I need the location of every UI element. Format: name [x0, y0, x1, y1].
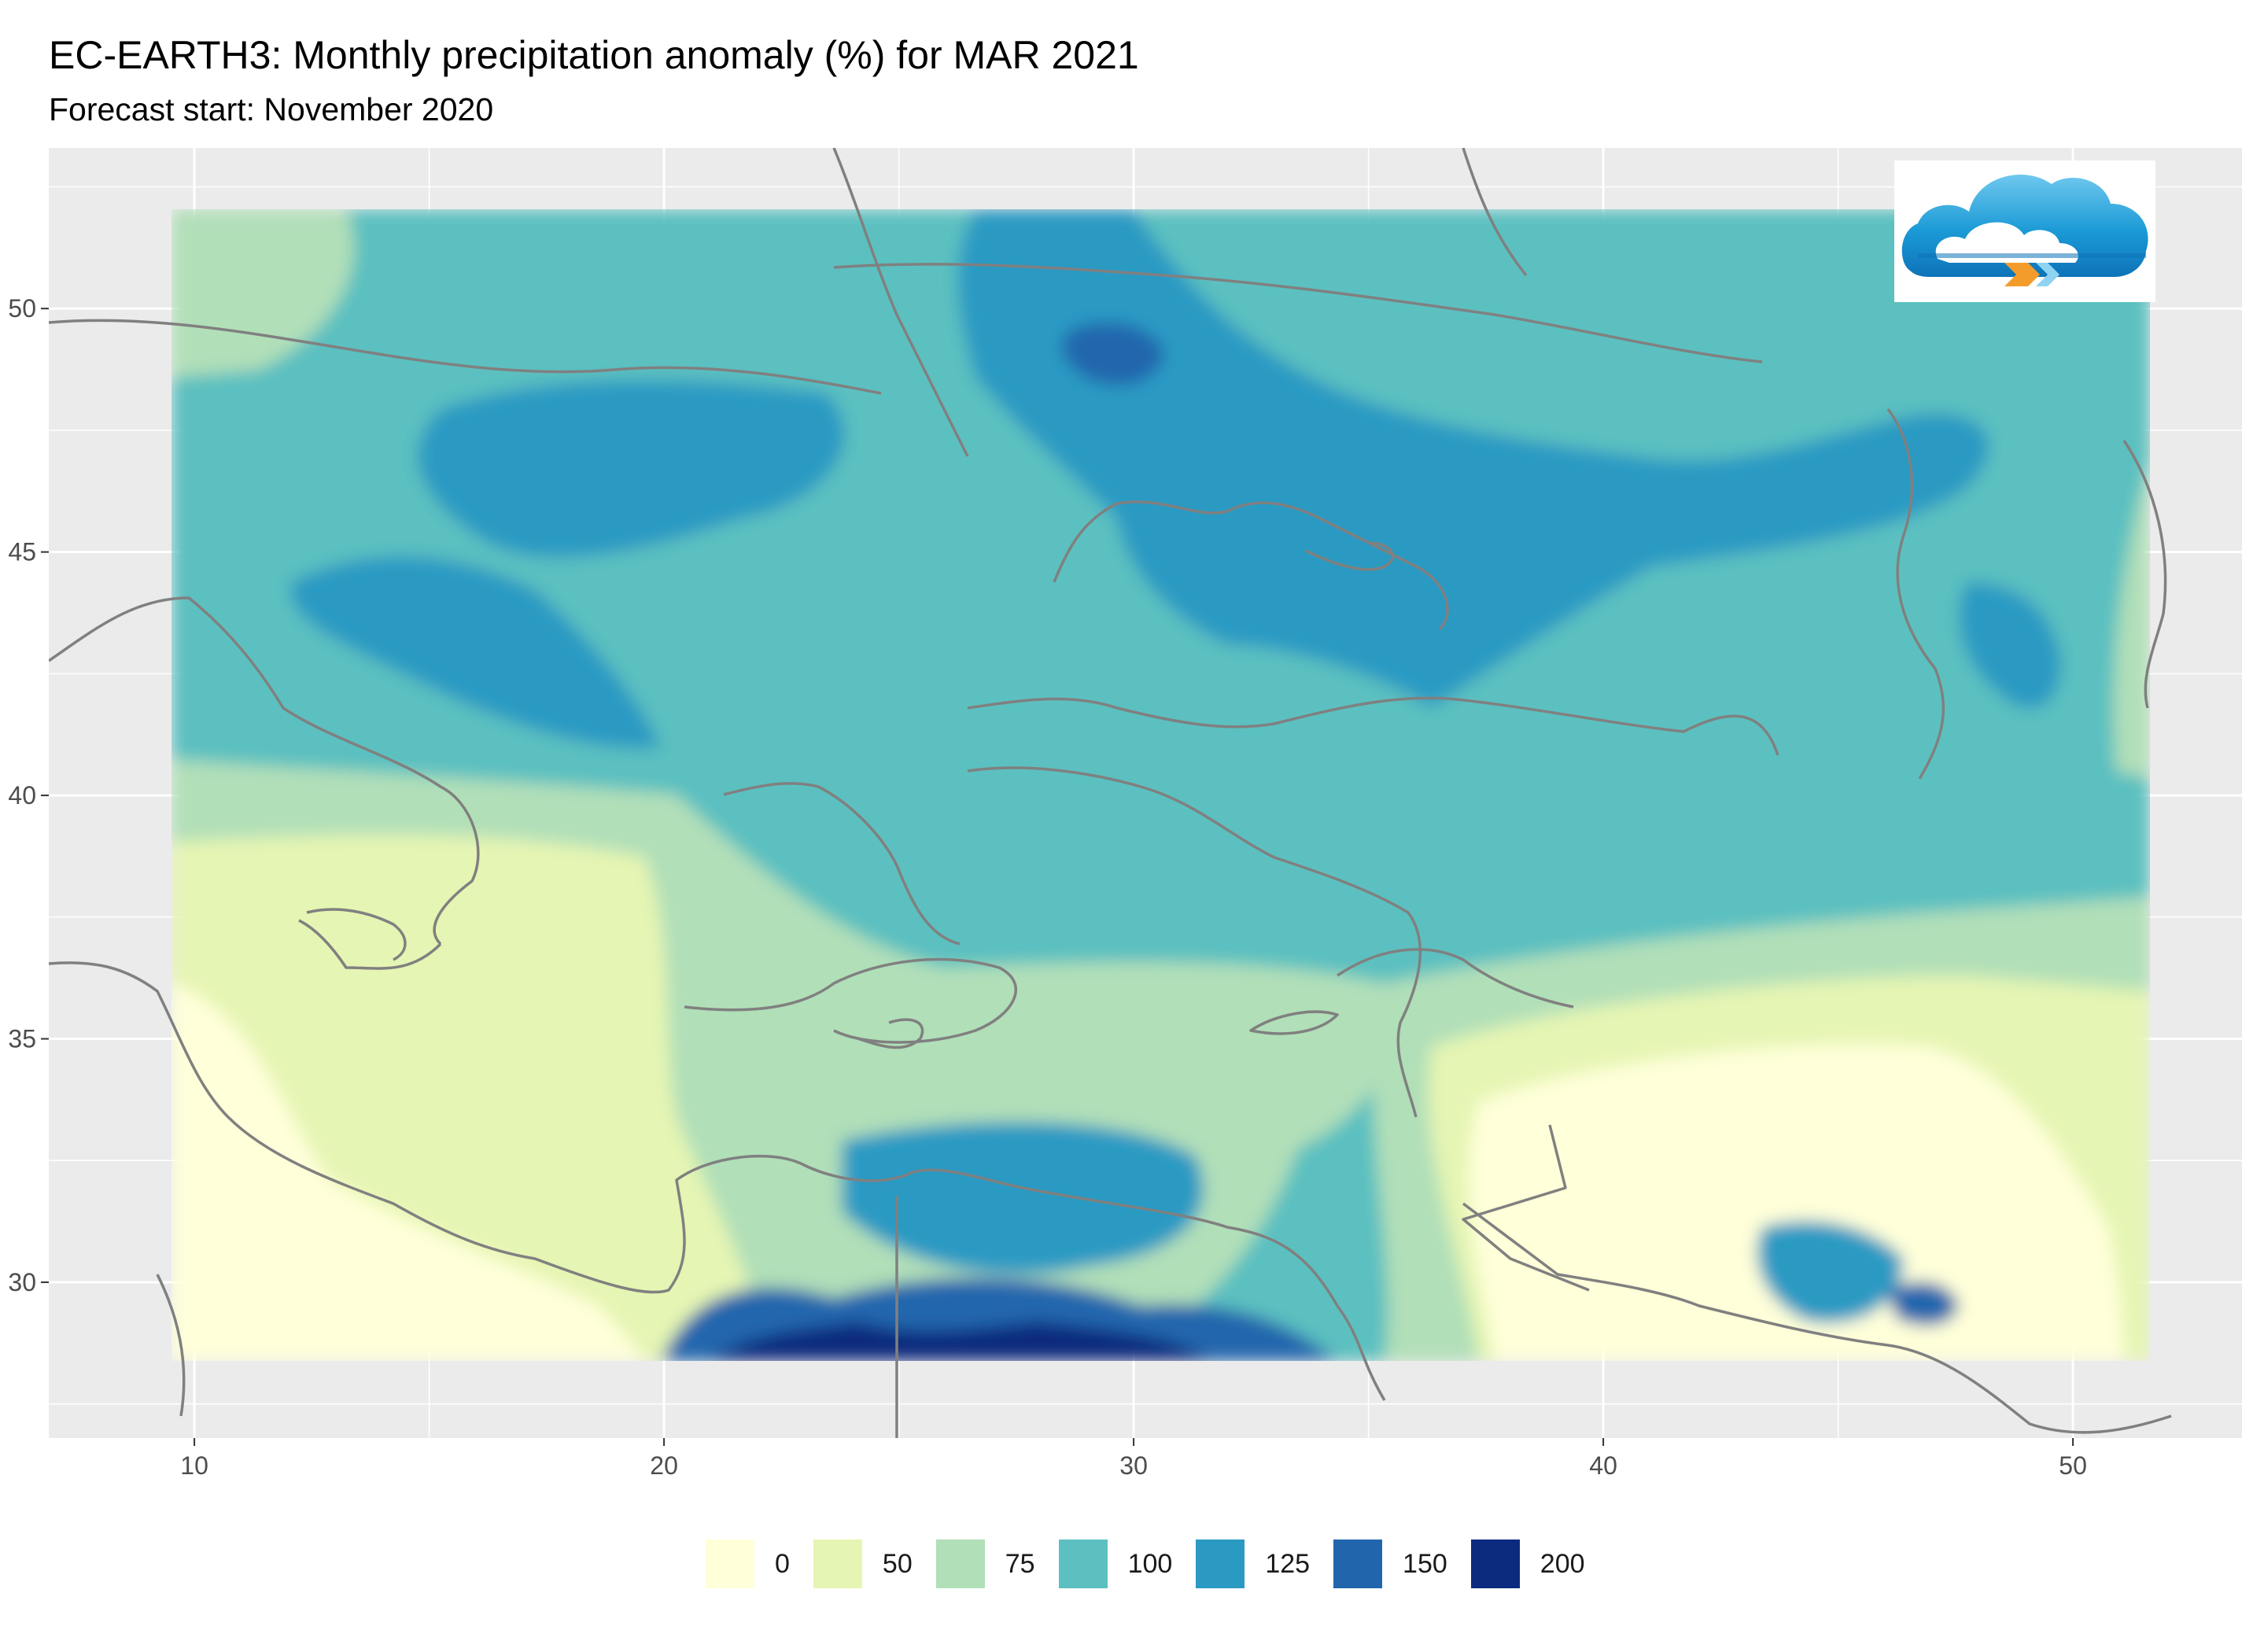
- y-tick-label: 40: [8, 781, 36, 809]
- x-tick-label: 50: [2059, 1451, 2087, 1480]
- legend-item: 200: [1469, 1538, 1585, 1590]
- coastline-black-sea-north: [1053, 500, 1449, 631]
- x-axis: 10 20 30 40 50: [180, 1438, 2087, 1480]
- coastline-black-sea-south: [967, 696, 1779, 756]
- field-band-150-north: [1061, 323, 1164, 385]
- field-band-125-central: [418, 380, 845, 558]
- legend-label: 50: [882, 1548, 913, 1579]
- border-ukraine-russia: [1462, 148, 1528, 277]
- legend-swatch: [934, 1538, 986, 1590]
- x-tick-label: 30: [1119, 1451, 1148, 1480]
- y-tick-label: 45: [8, 538, 36, 566]
- legend-item: 150: [1332, 1538, 1447, 1590]
- legend-swatch: [811, 1538, 864, 1590]
- coastline-tunisia: [156, 1274, 186, 1417]
- legend-item: 50: [811, 1538, 913, 1590]
- border-poland-ukraine: [832, 148, 969, 457]
- coastline-crimea: [1305, 541, 1395, 571]
- coastline-crete: [684, 957, 1017, 1044]
- legend-label: 100: [1127, 1548, 1173, 1579]
- chart-title: EC-EARTH3: Monthly precipitation anomaly…: [49, 33, 1139, 77]
- legend-label: 150: [1403, 1548, 1447, 1579]
- legend-swatch: [704, 1538, 756, 1590]
- coastline-north-africa: [49, 961, 1386, 1401]
- coastlines-borders: [49, 148, 2172, 1438]
- coastline-anatolia-south: [967, 766, 1422, 1118]
- field-band-0-east: [1469, 1044, 2124, 1361]
- field-band-75-ne: [2114, 441, 2150, 779]
- border-central-europe: [49, 319, 882, 395]
- border-syria-turkey: [1337, 948, 1574, 1009]
- coastline-cyprus: [1249, 1010, 1339, 1035]
- field-band-0: [171, 983, 645, 1361]
- coastline-greece: [723, 782, 961, 946]
- field-band-200-south: [708, 1322, 1211, 1361]
- legend-item: 100: [1056, 1538, 1173, 1590]
- legend-label: 125: [1265, 1548, 1311, 1579]
- anomaly-field: [171, 209, 2150, 1361]
- coastline-italy: [49, 596, 480, 946]
- coastline-caspian-west: [1886, 407, 1945, 780]
- legend-item: 0: [704, 1538, 790, 1590]
- y-tick-label: 35: [8, 1025, 36, 1053]
- legend-label: 200: [1540, 1548, 1585, 1579]
- x-tick-label: 40: [1589, 1451, 1617, 1480]
- y-tick-label: 50: [8, 294, 36, 323]
- field-band-125-caucasus: [1959, 582, 2061, 709]
- border-eastern-europe: [833, 263, 1763, 363]
- field-band-125-northeast: [957, 209, 1989, 708]
- chart-subtitle: Forecast start: November 2020: [49, 91, 494, 127]
- legend-swatch: [1469, 1538, 1521, 1590]
- coastline-sicily: [306, 908, 407, 961]
- coastline-persian-gulf: [1462, 1202, 2172, 1434]
- cloud-forecast-logo-icon: [1894, 160, 2155, 302]
- legend-label: 0: [775, 1548, 790, 1579]
- field-band-125-adriatic: [290, 556, 661, 749]
- field-band-75-nw: [171, 209, 354, 378]
- legend-swatch: [1332, 1538, 1385, 1590]
- x-tick-label: 20: [650, 1451, 678, 1480]
- legend-swatch: [1194, 1538, 1247, 1590]
- x-tick-label: 10: [180, 1451, 208, 1480]
- border-iraq-jordan: [1462, 1124, 1590, 1292]
- legend-label: 75: [1005, 1548, 1035, 1579]
- coastline-caspian-east: [2122, 440, 2167, 709]
- legend-item: 125: [1194, 1538, 1310, 1590]
- field-band-150-gulf: [1888, 1281, 1959, 1326]
- field-band-125-south: [842, 1122, 1204, 1275]
- coastline-calabria: [298, 919, 442, 970]
- y-axis: 30 35 40 45 50: [8, 294, 49, 1296]
- coastline-crete-east: [857, 1018, 924, 1049]
- legend-swatch: [1056, 1538, 1109, 1590]
- legend-item: 75: [934, 1538, 1035, 1590]
- field-band-125-gulf: [1757, 1221, 1904, 1323]
- y-tick-label: 30: [8, 1268, 36, 1296]
- legend: 0 50 75 100 125 150 200: [704, 1536, 1607, 1592]
